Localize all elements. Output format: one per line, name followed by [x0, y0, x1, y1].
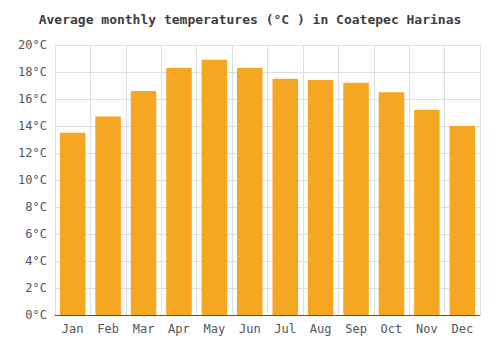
svg-text:0°C: 0°C	[25, 308, 47, 322]
svg-text:Average monthly temperatures (: Average monthly temperatures (°C ) in Co…	[39, 12, 462, 27]
svg-text:Jun: Jun	[239, 322, 261, 336]
svg-text:Nov: Nov	[416, 322, 438, 336]
svg-text:Dec: Dec	[451, 322, 473, 336]
svg-text:Jul: Jul	[274, 322, 296, 336]
svg-text:Sep: Sep	[345, 322, 367, 336]
svg-text:Mar: Mar	[133, 322, 155, 336]
svg-text:10°C: 10°C	[18, 173, 47, 187]
svg-text:Aug: Aug	[310, 322, 332, 336]
svg-text:Feb: Feb	[97, 322, 119, 336]
svg-text:12°C: 12°C	[18, 146, 47, 160]
svg-text:14°C: 14°C	[18, 119, 47, 133]
svg-text:6°C: 6°C	[25, 227, 47, 241]
svg-text:Apr: Apr	[168, 322, 190, 336]
svg-text:Oct: Oct	[381, 322, 403, 336]
svg-text:Jan: Jan	[62, 322, 84, 336]
svg-text:16°C: 16°C	[18, 92, 47, 106]
svg-text:18°C: 18°C	[18, 65, 47, 79]
svg-text:4°C: 4°C	[25, 254, 47, 268]
svg-text:May: May	[204, 322, 226, 336]
svg-text:8°C: 8°C	[25, 200, 47, 214]
svg-text:2°C: 2°C	[25, 281, 47, 295]
svg-text:20°C: 20°C	[18, 38, 47, 52]
